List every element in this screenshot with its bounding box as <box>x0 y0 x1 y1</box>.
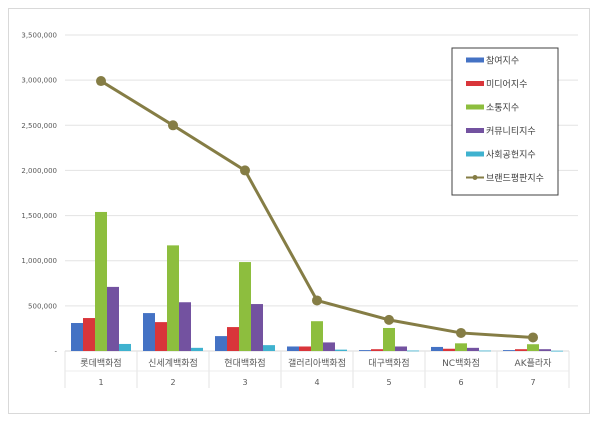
legend-label: 미디어지수 <box>486 79 527 90</box>
bar-2-0 <box>95 211 107 351</box>
legend-label: 커뮤니티지수 <box>486 126 536 137</box>
line-point-5-0 <box>96 76 106 87</box>
bar-2-6 <box>527 344 539 351</box>
legend-swatch-1 <box>466 81 484 86</box>
legend-label: 참여지수 <box>486 55 519 67</box>
bar-4-4 <box>407 350 419 352</box>
bar-4-3 <box>335 349 347 351</box>
bar-0-4 <box>359 350 371 351</box>
legend-swatch-0 <box>466 57 484 63</box>
bar-1-0 <box>83 318 95 351</box>
bar-3-0 <box>107 286 119 351</box>
x-category-label: 갤러리아백화점 <box>288 357 346 369</box>
x-category-label: 현대백화점 <box>224 357 265 369</box>
y-tick-label: - <box>54 348 57 356</box>
line-point-5-2 <box>240 165 250 176</box>
bar-1-3 <box>299 346 311 351</box>
x-category-label: 신세계백화점 <box>148 357 198 369</box>
legend-label: 소통지수 <box>486 103 519 114</box>
bar-4-0 <box>119 343 131 351</box>
bar-3-2 <box>251 304 263 351</box>
bar-1-2 <box>227 327 239 351</box>
bar-2-2 <box>239 262 251 351</box>
x-rank-label: 2 <box>170 378 175 387</box>
bar-4-5 <box>479 350 491 352</box>
x-rank-label: 5 <box>386 378 391 387</box>
y-tick-label: 2,500,000 <box>21 122 57 130</box>
line-point-5-6 <box>528 332 538 343</box>
bar-0-1 <box>143 313 155 351</box>
bar-0-3 <box>287 346 299 351</box>
legend-marker-5 <box>472 175 478 180</box>
x-rank-label: 1 <box>98 378 103 387</box>
bar-1-1 <box>155 322 167 351</box>
x-rank-label: 4 <box>314 378 319 387</box>
y-tick-label: 3,500,000 <box>21 32 57 40</box>
bar-3-1 <box>179 302 191 351</box>
bar-1-5 <box>443 348 455 351</box>
y-tick-label: 500,000 <box>28 302 57 310</box>
bar-2-3 <box>311 321 323 351</box>
bar-0-6 <box>503 350 515 351</box>
legend-label: 브랜드평판지수 <box>486 173 544 184</box>
legend-swatch-4 <box>466 151 484 157</box>
bar-0-2 <box>215 336 227 351</box>
bar-3-4 <box>395 346 407 351</box>
legend-box <box>451 47 559 196</box>
line-point-5-5 <box>456 327 466 338</box>
bar-3-3 <box>323 342 335 351</box>
bar-0-0 <box>71 323 83 351</box>
x-rank-label: 7 <box>530 378 535 387</box>
x-category-label: 대구백화점 <box>368 357 409 369</box>
bar-0-5 <box>431 346 443 351</box>
y-tick-label: 1,000,000 <box>21 257 57 265</box>
line-point-5-3 <box>312 295 322 306</box>
x-rank-label: 6 <box>458 378 463 387</box>
y-tick-label: 1,500,000 <box>21 212 57 220</box>
y-tick-label: 3,000,000 <box>21 77 57 85</box>
x-category-label: NC백화점 <box>442 357 480 369</box>
legend-label: 사회공헌지수 <box>486 150 536 161</box>
bar-3-5 <box>467 347 479 351</box>
x-category-label: AK플라자 <box>515 358 553 369</box>
chart-frame <box>8 8 590 414</box>
bar-3-6 <box>539 349 551 351</box>
bar-2-5 <box>455 343 467 351</box>
legend-swatch-3 <box>466 128 484 133</box>
bar-4-1 <box>191 347 203 351</box>
bar-1-6 <box>515 349 527 351</box>
bar-2-1 <box>167 245 179 351</box>
line-point-5-4 <box>384 314 394 325</box>
y-tick-label: 2,000,000 <box>21 167 57 175</box>
x-category-label: 롯데백화점 <box>80 357 121 369</box>
legend-swatch-2 <box>466 104 484 110</box>
bar-4-2 <box>263 345 275 351</box>
bar-2-4 <box>383 327 395 351</box>
bar-1-4 <box>371 349 383 351</box>
bar-4-6 <box>551 350 563 352</box>
x-rank-label: 3 <box>242 378 247 387</box>
line-point-5-1 <box>168 120 178 131</box>
